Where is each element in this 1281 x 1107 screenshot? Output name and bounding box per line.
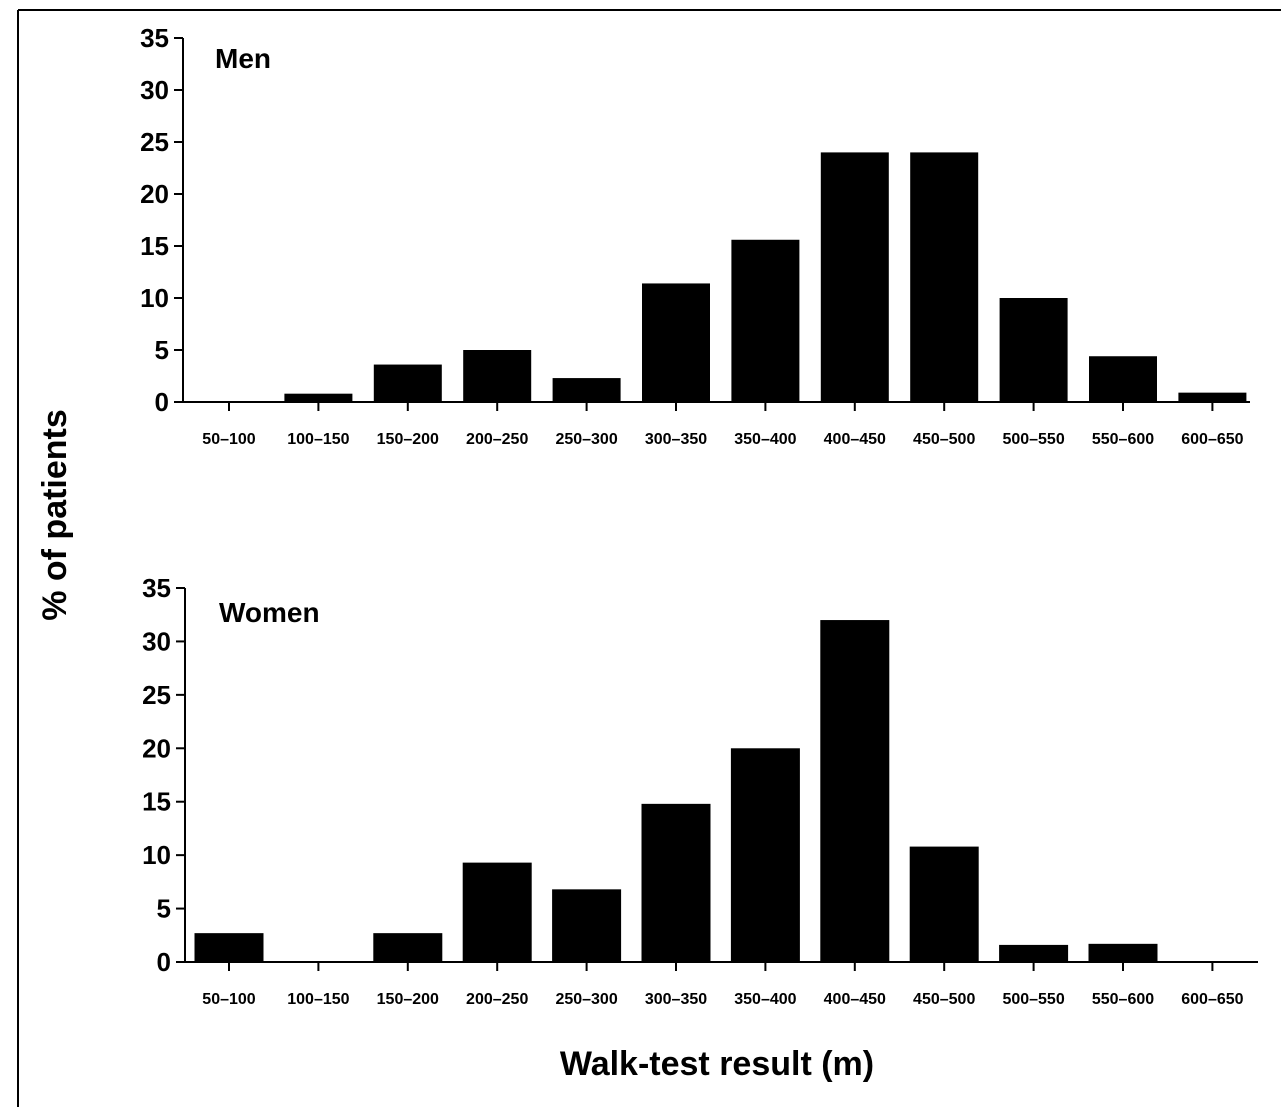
men-x-tick-label: 500–550	[1002, 431, 1064, 448]
women-bar	[552, 889, 622, 962]
men-y-tick-label: 0	[155, 387, 169, 417]
women-y-tick-label: 5	[157, 894, 171, 924]
women-x-tick-label: 100–150	[287, 991, 349, 1008]
women-x-tick-label: 600–650	[1181, 991, 1243, 1008]
women-bar	[194, 933, 264, 962]
men-y-tick-label: 5	[155, 335, 169, 365]
men-bar	[1178, 392, 1247, 402]
women-x-tick-label: 200–250	[466, 991, 528, 1008]
women-bar	[462, 862, 532, 962]
women-bar	[730, 748, 800, 962]
women-x-tick-label: 50–100	[202, 991, 255, 1008]
women-y-tick-label: 25	[142, 680, 171, 710]
men-x-tick-label: 300–350	[645, 431, 707, 448]
men-x-tick-label: 600–650	[1181, 431, 1243, 448]
x-axis-title: Walk-test result (m)	[560, 1045, 874, 1083]
women-y-tick-label: 20	[142, 733, 171, 763]
men-x-tick-label: 550–600	[1092, 431, 1154, 448]
women-panel-title: Women	[219, 597, 320, 628]
men-bar	[999, 298, 1068, 402]
men-bar	[731, 239, 800, 402]
men-x-tick-label: 450–500	[913, 431, 975, 448]
women-x-tick-label: 250–300	[555, 991, 617, 1008]
men-x-tick-label: 50–100	[202, 431, 255, 448]
women-bar	[373, 933, 443, 962]
men-bar	[373, 364, 442, 402]
y-axis-title: % of patients	[36, 409, 74, 621]
men-bar	[284, 393, 353, 402]
women-y-tick-label: 0	[157, 947, 171, 977]
women-x-tick-label: 300–350	[645, 991, 707, 1008]
men-y-tick-label: 25	[140, 127, 169, 157]
women-bar	[909, 846, 979, 962]
women-x-tick-label: 500–550	[1002, 991, 1064, 1008]
men-chart-panel: 0 5 10 15 20 25 30 35 50–100 100–150 150–200 200–25…	[140, 23, 1250, 448]
women-y-tick-label: 10	[142, 840, 171, 870]
men-x-tick-label: 250–300	[555, 431, 617, 448]
men-bar	[820, 152, 889, 402]
men-panel-title: Men	[215, 43, 271, 74]
women-x-tick-label: 350–400	[734, 991, 796, 1008]
men-x-tick-label: 150–200	[377, 431, 439, 448]
women-x-tick-label: 150–200	[377, 991, 439, 1008]
women-y-tick-label: 30	[142, 626, 171, 656]
men-x-tick-label: 400–450	[824, 431, 886, 448]
men-x-tick-label: 350–400	[734, 431, 796, 448]
men-y-tick-label: 15	[140, 231, 169, 261]
women-bar	[820, 620, 890, 962]
men-y-tick-label: 10	[140, 283, 169, 313]
men-bar	[642, 283, 710, 402]
women-y-tick-label: 15	[142, 787, 171, 817]
men-x-tick-label: 200–250	[466, 431, 528, 448]
women-x-tick-label: 550–600	[1092, 991, 1154, 1008]
men-bar	[552, 378, 621, 402]
women-x-tick-label: 400–450	[824, 991, 886, 1008]
men-bar	[910, 152, 979, 402]
women-chart-panel: 0 5 10 15 20 25 30 35 50–100 100–150 150–200 200–25…	[142, 573, 1258, 1008]
men-bar	[463, 350, 532, 402]
women-y-tick-label: 35	[142, 573, 171, 603]
women-bar	[641, 803, 711, 962]
men-bar	[1089, 356, 1157, 402]
men-y-tick-label: 20	[140, 179, 169, 209]
men-x-tick-label: 100–150	[287, 431, 349, 448]
women-bar	[999, 944, 1069, 962]
women-x-tick-label: 450–500	[913, 991, 975, 1008]
men-y-tick-label: 35	[140, 23, 169, 53]
men-y-tick-label: 30	[140, 75, 169, 105]
women-bar	[1088, 943, 1158, 962]
